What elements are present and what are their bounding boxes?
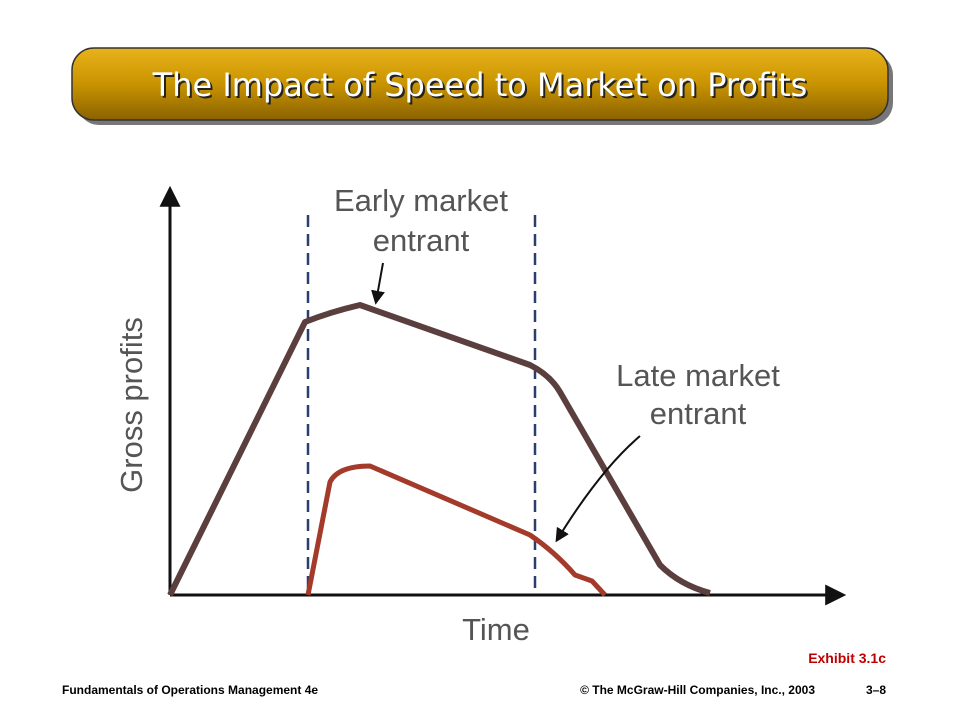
- y-axis-label: Gross profits: [114, 317, 149, 493]
- late-label: Late market: [616, 358, 780, 393]
- early-label: Early market: [334, 183, 508, 218]
- late-label: entrant: [650, 396, 747, 431]
- early-arrow: [371, 262, 385, 305]
- exhibit-label: Exhibit 3.1c: [808, 650, 886, 666]
- footer-left: Fundamentals of Operations Management 4e: [62, 683, 318, 697]
- title-bar: [71, 47, 889, 121]
- early-label: entrant: [373, 223, 470, 258]
- title-shadow-text: The Impact of Speed to Market on Profits: [154, 68, 810, 106]
- footer-center: © The McGraw-Hill Companies, Inc., 2003: [580, 683, 815, 697]
- early-curve: [167, 302, 711, 597]
- late-curve: [305, 463, 607, 597]
- late-arrow: [555, 435, 641, 543]
- footer-right: 3–8: [866, 683, 886, 697]
- x-axis-label: Time: [462, 612, 530, 647]
- title: The Impact of Speed to Market on Profits: [152, 66, 808, 104]
